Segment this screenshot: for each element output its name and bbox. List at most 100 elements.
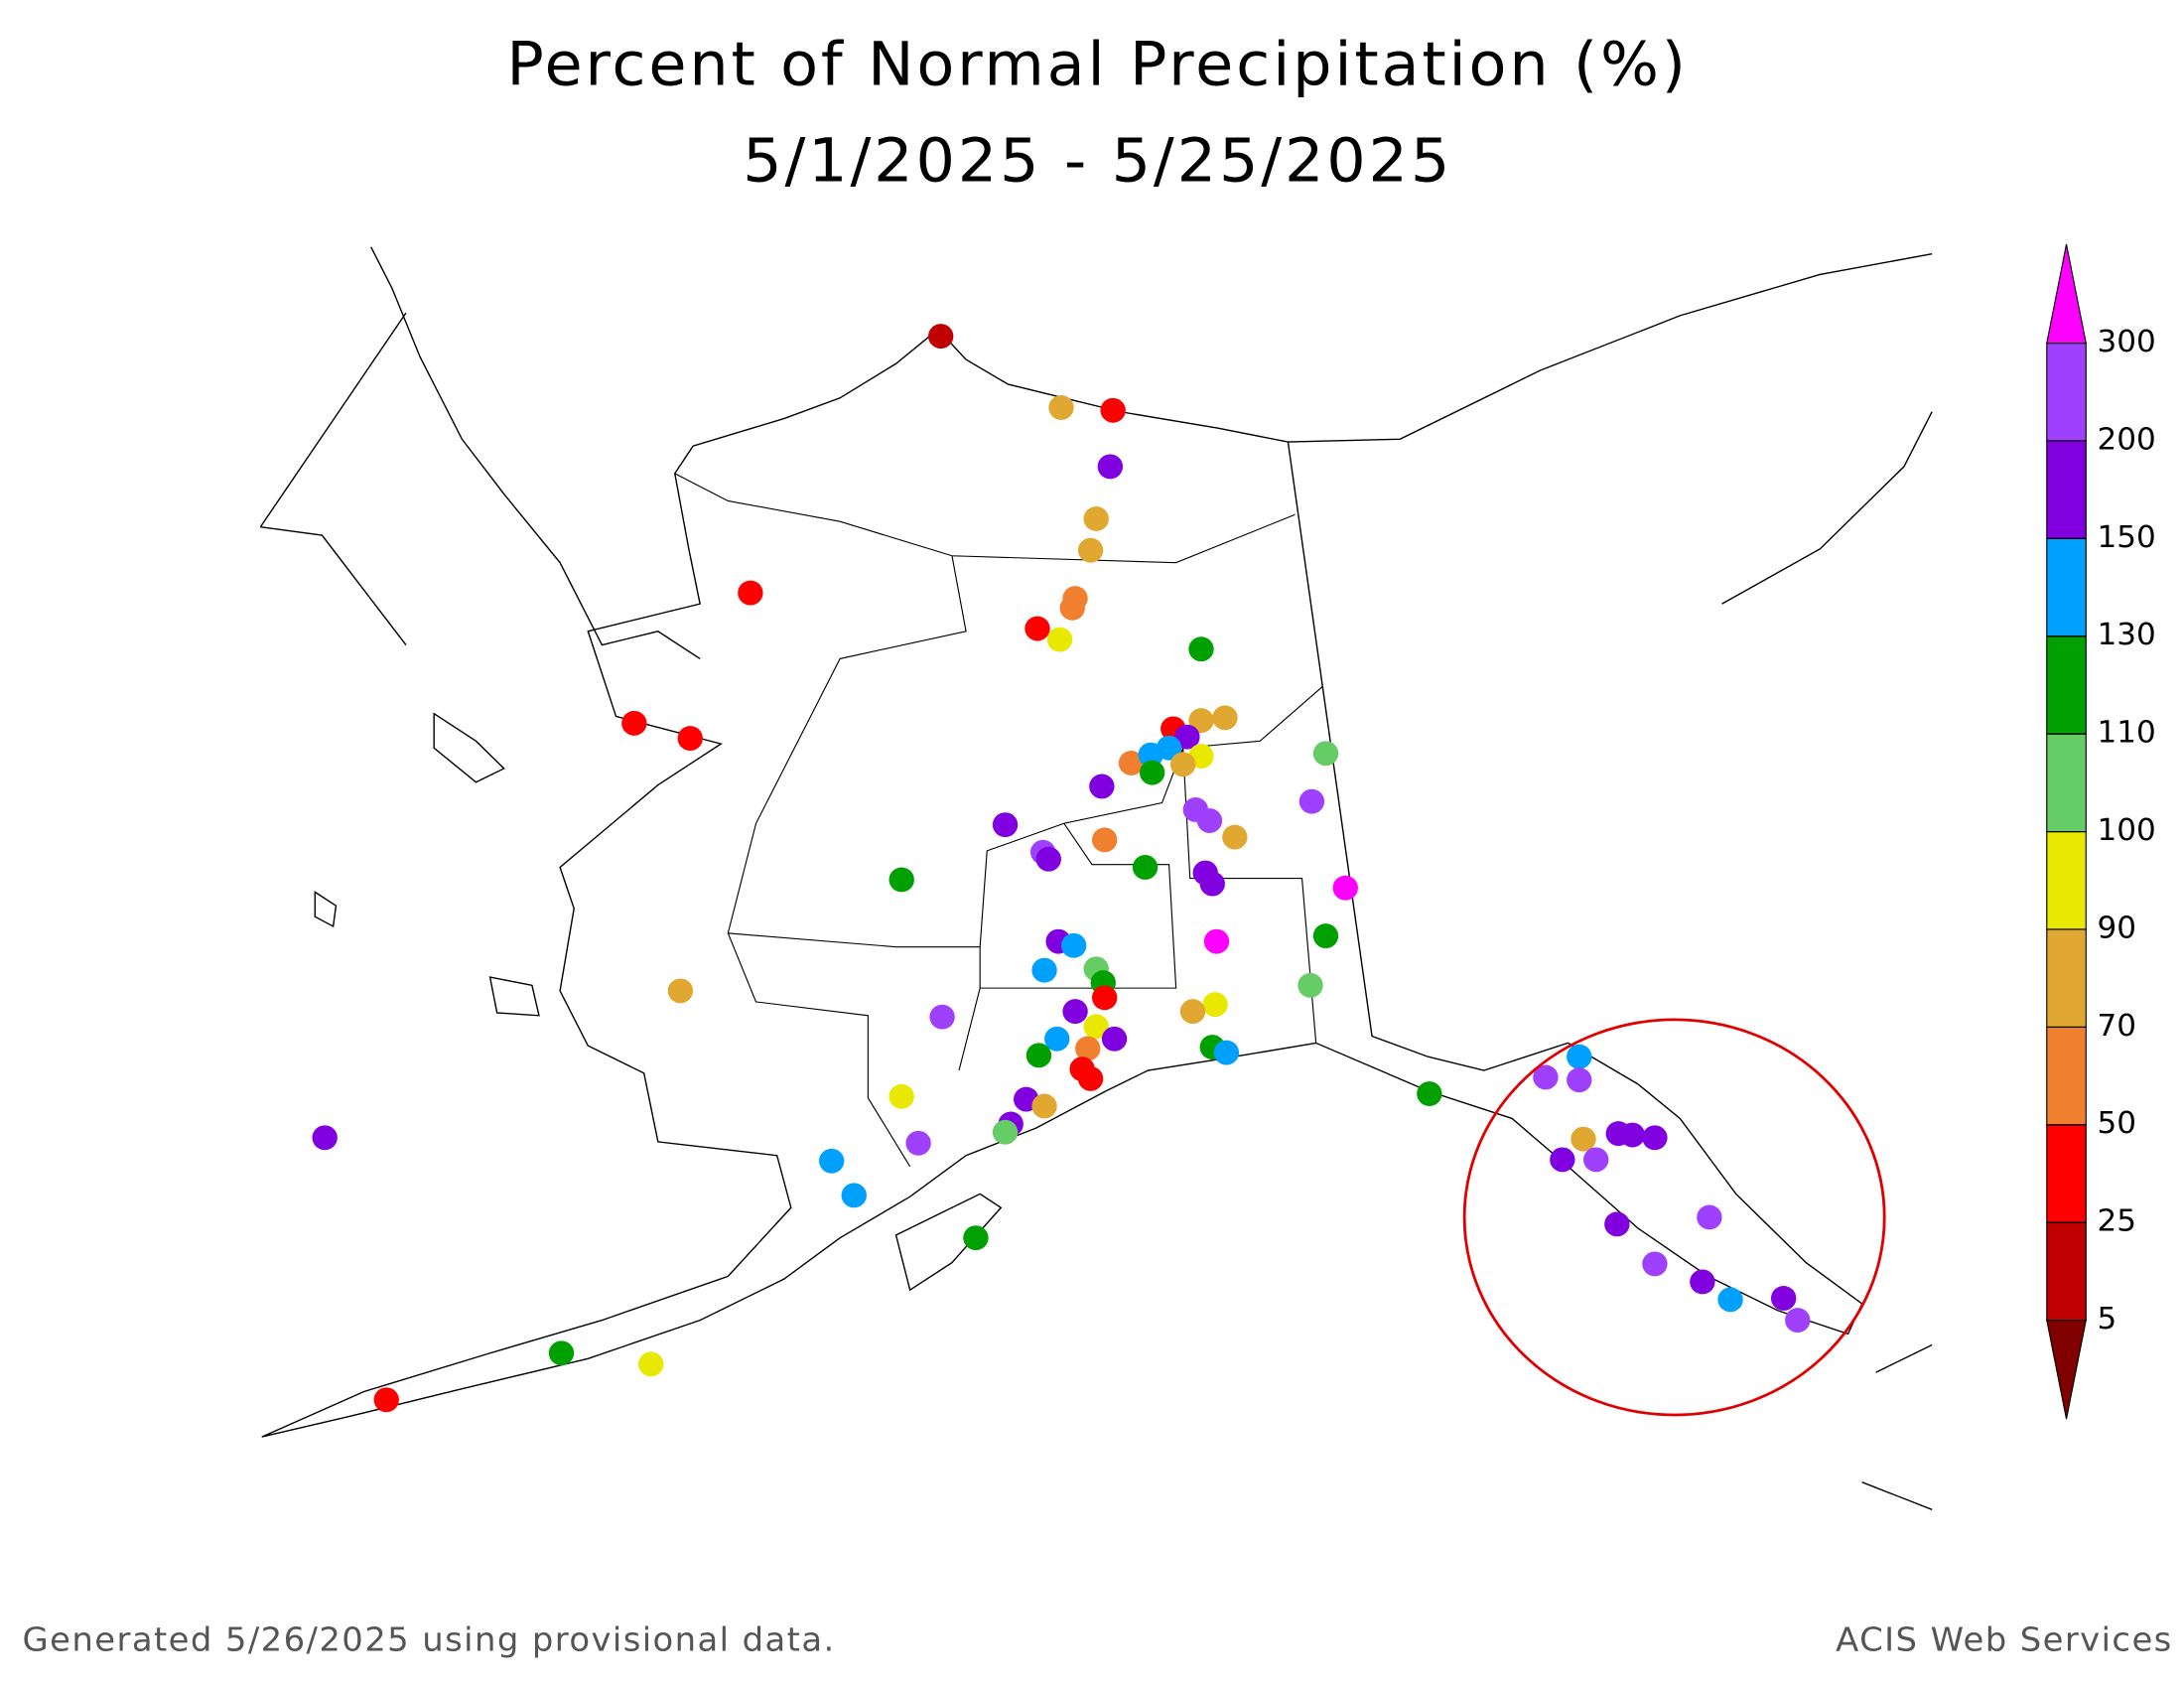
station-dot: [621, 710, 647, 736]
colorbar: 5 25 50 70 90 100 110 130 150 200 300: [2046, 243, 2156, 1420]
colorbar-bin: [2046, 537, 2087, 637]
station-dot: [1075, 1036, 1101, 1061]
title: Percent of Normal Precipitation (%): [506, 30, 1688, 99]
station-dot: [1077, 1065, 1104, 1091]
colorbar-label: 90: [2098, 911, 2136, 946]
islands: [314, 712, 1003, 1292]
station-dot: [1196, 808, 1223, 833]
station-dot: [1174, 724, 1200, 750]
station-dot: [738, 580, 763, 606]
station-dot: [1077, 537, 1104, 563]
station-dot: [312, 1125, 338, 1151]
colorbar-bin: [2046, 1124, 2087, 1223]
station-dot: [1222, 824, 1248, 850]
station-dot: [1619, 1122, 1646, 1148]
station-dot: [1059, 595, 1085, 621]
station-dot: [373, 1387, 399, 1413]
highlight-circle: [1462, 1018, 1886, 1417]
station-dot: [667, 978, 694, 1004]
station-dot: [1642, 1251, 1668, 1277]
colorbar-label: 70: [2098, 1008, 2136, 1044]
station-dot: [1092, 827, 1118, 853]
station-dot: [1092, 985, 1118, 1011]
colorbar-bin: [2046, 342, 2087, 442]
station-dot: [841, 1183, 867, 1208]
colorbar-label: 300: [2098, 324, 2156, 359]
station-dot: [1025, 1043, 1052, 1068]
station-dot: [1083, 506, 1109, 531]
station-dot: [1024, 616, 1050, 641]
station-dot: [1044, 1026, 1070, 1052]
station-dot: [1550, 1147, 1575, 1173]
station-dot: [1188, 708, 1214, 734]
station-dot: [1156, 735, 1182, 761]
station-dot: [992, 1119, 1019, 1145]
station-dot: [888, 1083, 914, 1109]
station-dot: [1169, 752, 1196, 777]
station-dot: [1203, 928, 1230, 954]
station-dot: [1118, 751, 1145, 775]
colorbar-bin: [2046, 733, 2087, 833]
region-lines: [674, 473, 1324, 1168]
station-dot: [1046, 627, 1073, 652]
station-dot: [1583, 1147, 1609, 1173]
colorbar-bin: [2046, 831, 2087, 930]
station-dot: [1312, 741, 1339, 767]
footer-right: ACIS Web Services: [1836, 1620, 2173, 1659]
colorbar-label: 100: [2098, 812, 2156, 848]
colorbar-bin: [2046, 440, 2087, 539]
station-dot: [1101, 1026, 1128, 1052]
station-dot: [1139, 760, 1165, 785]
station-dot: [1188, 636, 1214, 662]
colorbar-bin: [2046, 1026, 2087, 1126]
colorbar-bin: [2046, 635, 2087, 735]
colorbar-label: 25: [2098, 1203, 2136, 1239]
station-dot: [1031, 957, 1057, 983]
colorbar-label: 150: [2098, 519, 2156, 555]
station-dot: [1567, 1067, 1592, 1093]
russia-coast: [259, 246, 701, 659]
colorbar-label: 5: [2098, 1301, 2117, 1336]
station-dot: [1213, 1040, 1240, 1065]
station-dot: [1132, 855, 1159, 880]
station-dot: [1062, 999, 1088, 1025]
colorbar-bin: [2046, 1221, 2087, 1322]
alaska-coast: [261, 328, 1863, 1438]
station-dot: [1083, 1014, 1109, 1040]
station-dot: [638, 1351, 664, 1377]
station-dot: [1570, 1126, 1596, 1152]
station-dot: [929, 1004, 955, 1030]
station-dot: [1690, 1269, 1715, 1295]
station-dot: [819, 1148, 845, 1174]
subtitle: 5/1/2025 - 5/25/2025: [743, 126, 1452, 196]
canada-coast: [1288, 253, 1933, 1510]
station-dot: [1202, 992, 1228, 1018]
colorbar-bin: [2046, 928, 2087, 1028]
station-dot: [1417, 1081, 1442, 1106]
colorbar-arrow-high: [2046, 243, 2087, 345]
station-dot: [1604, 1211, 1630, 1237]
station-dot: [1035, 846, 1061, 872]
station-dot: [905, 1130, 931, 1156]
station-dot: [1048, 395, 1074, 420]
colorbar-arrow-low: [2046, 1320, 2087, 1420]
station-dot: [1031, 1093, 1057, 1119]
station-dot: [548, 1340, 575, 1366]
station-dot: [1697, 1204, 1722, 1230]
station-dot: [1089, 774, 1115, 799]
footer-left: Generated 5/26/2025 using provisional da…: [23, 1620, 836, 1659]
station-dot: [1332, 875, 1358, 901]
station-dot: [1533, 1064, 1559, 1090]
station-dot: [1097, 454, 1124, 480]
station-dot: [1717, 1287, 1743, 1313]
station-dot: [1567, 1044, 1592, 1069]
colorbar-label: 130: [2098, 617, 2156, 652]
colorbar-label: 200: [2098, 422, 2156, 458]
stations: [312, 324, 1811, 1413]
station-dot: [1212, 705, 1238, 731]
station-dot: [1199, 871, 1225, 897]
station-dot: [1785, 1308, 1811, 1334]
station-dot: [992, 812, 1019, 838]
station-dot: [1100, 397, 1126, 423]
